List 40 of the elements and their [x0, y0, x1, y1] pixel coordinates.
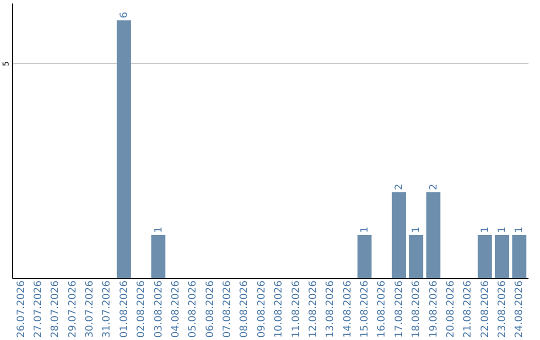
x-tick-label: 27.07.2026 — [32, 280, 44, 338]
x-tick-label: 04.08.2026 — [170, 280, 182, 338]
x-tick-label: 09.08.2026 — [256, 280, 268, 338]
x-tick-label: 16.08.2026 — [376, 280, 388, 338]
x-tick-label: 28.07.2026 — [50, 280, 62, 338]
x-tick-label: 31.07.2026 — [102, 280, 113, 338]
x-tick-label: 21.08.2026 — [462, 280, 474, 338]
x-tick-label: 17.08.2026 — [394, 280, 405, 338]
x-tick-label: 05.08.2026 — [188, 280, 199, 338]
data-label: 1 — [360, 226, 371, 234]
data-label: 1 — [497, 226, 508, 234]
x-tick-label: 30.07.2026 — [84, 280, 96, 338]
x-tick-label: 14.08.2026 — [342, 280, 354, 338]
data-label: 1 — [480, 226, 491, 234]
x-tick-label: 18.08.2026 — [411, 280, 422, 338]
x-tick-label: 03.08.2026 — [153, 280, 164, 338]
x-tick-label: 23.08.2026 — [497, 280, 508, 338]
x-tick-label: 11.08.2026 — [290, 280, 302, 338]
data-label: 2 — [394, 184, 405, 190]
data-label: 6 — [118, 12, 130, 18]
x-tick-label: 02.08.2026 — [136, 280, 148, 338]
x-tick-label: 08.08.2026 — [239, 280, 250, 338]
y-tick-label: 5 — [2, 61, 10, 66]
x-tick-label: 24.08.2026 — [514, 280, 526, 338]
x-tick-label: 19.08.2026 — [428, 280, 440, 338]
x-tick-label: 12.08.2026 — [308, 280, 319, 338]
data-label: 1 — [153, 226, 164, 234]
x-tick-label: 13.08.2026 — [325, 280, 336, 338]
data-label: 1 — [411, 226, 422, 234]
data-label: 1 — [514, 226, 526, 234]
x-tick-label: 26.07.2026 — [16, 280, 27, 338]
x-tick-label: 15.08.2026 — [360, 280, 371, 338]
x-tick-label: 22.08.2026 — [480, 280, 491, 338]
x-tick-label: 20.08.2026 — [445, 280, 456, 338]
x-tick-label: 29.07.2026 — [67, 280, 78, 338]
x-tick-label: 01.08.2026 — [118, 280, 130, 338]
x-tick-label: 06.08.2026 — [204, 280, 216, 338]
x-tick-label: 07.08.2026 — [222, 280, 234, 338]
x-tick-label: 10.08.2026 — [274, 280, 285, 338]
data-label: 2 — [428, 184, 440, 190]
